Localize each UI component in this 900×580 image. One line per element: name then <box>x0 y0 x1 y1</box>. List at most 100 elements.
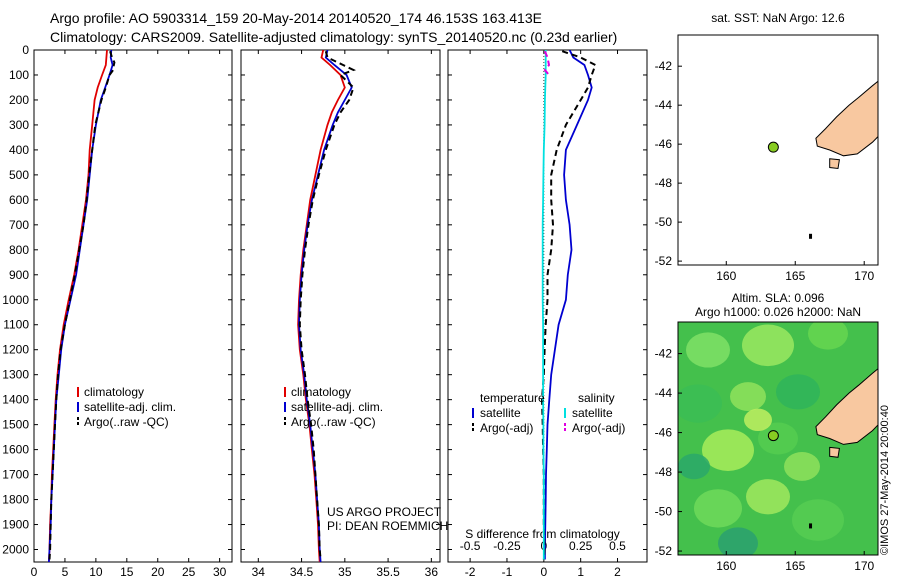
y-tick-label: 1200 <box>2 343 29 357</box>
y-tick-label: 1400 <box>2 393 29 407</box>
y-tick-label: 500 <box>9 168 29 182</box>
y-tick-label: 100 <box>9 68 29 82</box>
sla-anomaly-patch <box>702 429 754 471</box>
sst-map: sat. SST: NaN Argo: 12.6 -42 -44 -46 -48 -50 -… <box>655 11 879 283</box>
y-tick-label: 600 <box>9 193 29 207</box>
lon-tick-label: 160 <box>716 559 736 573</box>
sla-anomaly-patch <box>784 452 820 481</box>
x-tick-label: 20 <box>151 565 165 579</box>
sla-anomaly-patch <box>678 453 710 480</box>
x-tick-label: 5 <box>62 565 69 579</box>
top-axis-label: S difference from climatology <box>465 527 620 541</box>
x-tick-label: 36 <box>425 565 439 579</box>
land-stewart-island <box>829 158 840 170</box>
y-tick-label: 1300 <box>2 368 29 382</box>
plot-frame <box>33 49 233 563</box>
sla-anomaly-patch <box>742 324 794 367</box>
imos-stamp: ©IMOS 27-May-2014 20:00:40 <box>879 405 891 555</box>
x-tick-label: 35 <box>338 565 352 579</box>
land-new-zealand <box>815 368 878 445</box>
lat-tick-label: -48 <box>655 176 673 190</box>
land-stewart-island <box>829 446 840 458</box>
y-tick-label: 300 <box>9 118 29 132</box>
sla-anomaly-patch <box>792 499 844 541</box>
lat-tick-label: -42 <box>655 59 673 73</box>
series-line-argo-raw-qc- <box>298 50 357 560</box>
legend-entry: climatology <box>84 385 144 399</box>
y-tick-label: 0 <box>22 43 29 57</box>
legend-group-title: salinity <box>578 391 615 405</box>
y-tick-label: 200 <box>9 93 29 107</box>
x-tick-label: 35.5 <box>376 565 400 579</box>
x-tick-label: 25 <box>182 565 196 579</box>
project-annotation: US ARGO PROJECT <box>327 505 442 519</box>
sla-anomaly-patch <box>678 384 722 423</box>
lat-tick-label: -44 <box>655 98 673 112</box>
profile-title: Argo profile: AO 5903314_159 20-May-2014… <box>50 10 542 26</box>
y-tick-label: 1500 <box>2 418 29 432</box>
series-group <box>540 50 597 560</box>
x-tick-label: 10 <box>89 565 103 579</box>
plot-frame <box>240 49 441 563</box>
x-tick-label: 34 <box>252 565 266 579</box>
top-tick-label: 0.25 <box>569 539 593 553</box>
legend-entry: satellite <box>572 406 613 420</box>
x-tick-label: 15 <box>120 565 134 579</box>
sla-anomaly-patch <box>718 527 758 555</box>
x-tick-label: 30 <box>213 565 227 579</box>
x-tick-label: 34.5 <box>290 565 314 579</box>
y-tick-label: 400 <box>9 143 29 157</box>
sla-anomaly-patch <box>730 382 766 411</box>
sst-map-title: sat. SST: NaN Argo: 12.6 <box>711 11 845 25</box>
sla-anomaly-patch <box>694 489 742 528</box>
lat-tick-label: -52 <box>655 544 673 558</box>
map-content <box>678 322 878 555</box>
climatology-title: Climatology: CARS2009. Satellite-adjuste… <box>50 29 618 45</box>
land-auckland-islands <box>809 523 813 529</box>
x-tick-label: 0 <box>540 565 547 579</box>
lon-tick-label: 170 <box>854 559 874 573</box>
x-tick-label: 0 <box>31 565 38 579</box>
series-group <box>297 50 357 562</box>
map-frame <box>677 321 879 556</box>
top-tick-label: 0.5 <box>609 539 626 553</box>
lat-tick-label: -44 <box>655 386 673 400</box>
y-tick-label: 900 <box>9 268 29 282</box>
legend-entry: satellite <box>480 406 521 420</box>
x-tick-label: -2 <box>465 565 476 579</box>
y-tick-label: 700 <box>9 218 29 232</box>
sla-anomaly-patch <box>776 374 820 410</box>
lon-tick-label: 165 <box>785 269 805 283</box>
y-tick-label: 1900 <box>2 518 29 532</box>
sla-map-subtitle: Argo h1000: 0.026 h2000: NaN <box>695 305 861 319</box>
lat-tick-label: -50 <box>655 215 673 229</box>
legend-entry: satellite-adj. clim. <box>84 400 176 414</box>
y-tick-label: 1600 <box>2 443 29 457</box>
legend-entry: Argo(..raw -QC) <box>84 415 169 429</box>
x-tick-label: 2 <box>614 565 621 579</box>
sla-anomaly-patch <box>808 322 848 350</box>
legend-group-title: temperature <box>480 391 545 405</box>
y-tick-label: 1100 <box>3 318 29 332</box>
legend-entry: climatology <box>291 385 351 399</box>
lon-tick-label: 160 <box>716 269 736 283</box>
sla-map-title: Altim. SLA: 0.096 <box>732 291 825 305</box>
top-tick-label: -0.25 <box>493 539 521 553</box>
series-line-argo-raw-qc- <box>48 50 116 560</box>
sla-anomaly-patch <box>744 408 772 432</box>
top-tick-label: -0.5 <box>460 539 481 553</box>
lat-tick-label: -50 <box>655 505 673 519</box>
y-tick-label: 1000 <box>2 293 29 307</box>
legend-entry: Argo(..raw -QC) <box>291 415 376 429</box>
project-annotation: PI: DEAN ROEMMICH <box>327 519 448 533</box>
salinity-profile-plot: 3434.53535.536salinityclimatologysatelli… <box>240 49 448 580</box>
lat-tick-label: -46 <box>655 137 673 151</box>
x-tick-label: -1 <box>502 565 513 579</box>
map-content <box>678 35 878 265</box>
legend-entry: Argo(-adj) <box>572 421 625 435</box>
sla-anomaly-patch <box>686 332 730 368</box>
y-tick-label: 800 <box>9 243 29 257</box>
series-line-temperature-satellite <box>544 50 593 560</box>
plot-frame <box>447 49 648 563</box>
